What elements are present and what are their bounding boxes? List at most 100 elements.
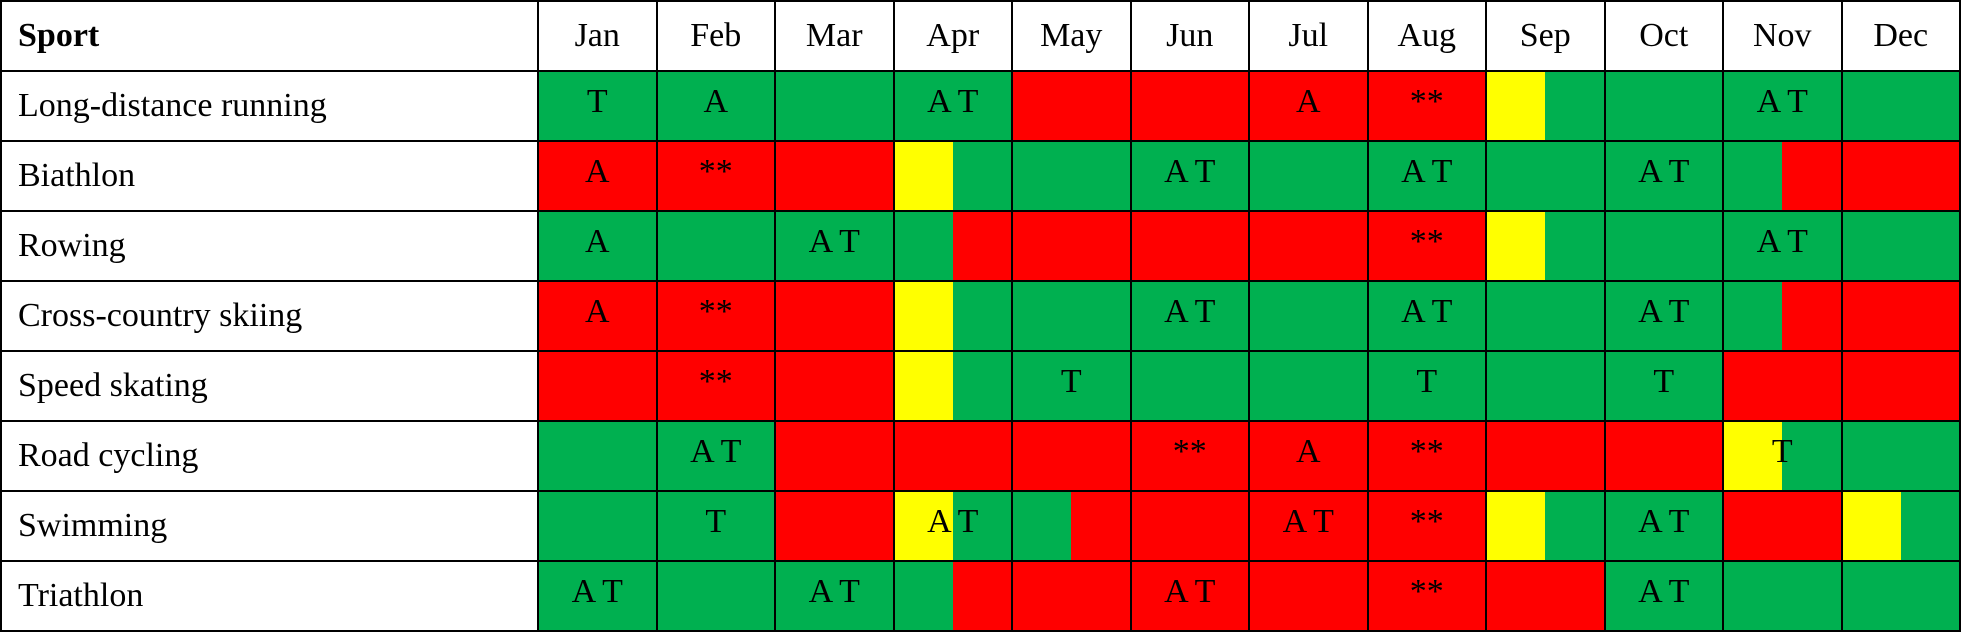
cell-label: T [705,503,727,540]
cell-fill [1842,562,1959,630]
cell-label: T [1060,363,1082,400]
cell-fill [1131,492,1248,560]
cell-fill [1782,282,1841,350]
cell-fill [1545,72,1604,140]
cell-fill [1368,212,1485,280]
cell-fill [1842,422,1959,490]
column-header: Jan [539,2,656,70]
cell-fill [1013,562,1130,630]
month-cell: A T [1605,492,1722,560]
cell-fill [1131,352,1248,420]
cell-label: A T [1401,293,1453,330]
cell-fill [776,142,893,210]
cell-fill [1071,492,1130,560]
month-cell: ** [1368,422,1485,490]
cell-fill [1782,142,1841,210]
cell-label: A [703,83,729,120]
month-cell: A T [1131,282,1248,350]
month-cell [894,282,1011,350]
month-cell: A T [1250,492,1367,560]
month-cell [1250,282,1367,350]
cell-fill [657,282,774,350]
month-cell [1013,282,1130,350]
cell-fill [1605,562,1722,630]
month-cell [1131,72,1248,140]
column-header: Sport [2,2,537,70]
cell-label: A [1295,83,1321,120]
cell-label: A [1295,433,1321,470]
cell-label: A T [1164,573,1216,610]
cell-fill [952,212,1011,280]
cell-fill [657,492,774,560]
month-cell: A T [1724,72,1841,140]
month-cell [1842,562,1959,630]
cell-label: A [584,153,610,190]
month-cell [1605,72,1722,140]
month-cell [1013,212,1130,280]
cell-label: A T [1401,153,1453,190]
cell-fill [1013,422,1130,490]
month-cell [1842,352,1959,420]
cell-fill [1250,562,1367,630]
cell-fill [1131,282,1248,350]
month-cell [1842,212,1959,280]
cell-label: A T [571,573,623,610]
cell-fill [1724,142,1783,210]
cell-fill [1724,492,1841,560]
cell-fill [1487,72,1546,140]
cell-fill [776,492,893,560]
month-cell: A T [657,422,774,490]
month-cell [1487,422,1604,490]
cell-label: ** [698,293,733,330]
month-cell: A T [776,562,893,630]
month-cell [657,212,774,280]
cell-fill [1724,422,1783,490]
month-cell: T [1013,352,1130,420]
cell-fill [1605,282,1722,350]
cell-fill [1368,352,1485,420]
month-cell [1487,562,1604,630]
cell-fill [1842,492,1901,560]
month-cell [776,422,893,490]
month-cell: ** [657,282,774,350]
column-header: Oct [1605,2,1722,70]
cell-fill [1250,422,1367,490]
month-cell [1487,352,1604,420]
cell-label: A T [1164,293,1216,330]
month-cell: A [539,212,656,280]
month-cell: A T [1368,142,1485,210]
month-cell [1013,142,1130,210]
month-cell [1131,352,1248,420]
month-cell: A T [894,72,1011,140]
month-cell: T [657,492,774,560]
cell-fill [1724,72,1841,140]
month-cell [1013,72,1130,140]
cell-label: ** [1409,433,1444,470]
month-cell: A T [776,212,893,280]
sport-name: Cross-country skiing [2,282,537,350]
month-cell [657,562,774,630]
month-cell [1605,422,1722,490]
column-header: Feb [657,2,774,70]
cell-fill [539,352,656,420]
cell-fill [1487,422,1604,490]
cell-fill [1842,212,1959,280]
cell-fill [1842,352,1959,420]
cell-fill [1842,72,1959,140]
cell-fill [539,422,656,490]
cell-fill [894,422,1011,490]
cell-fill [1250,352,1367,420]
cell-fill [952,282,1011,350]
month-cell [1605,212,1722,280]
month-cell [539,352,656,420]
sport-name: Long-distance running [2,72,537,140]
cell-fill [539,562,656,630]
cell-label: A T [808,223,860,260]
month-cell [1842,422,1959,490]
month-cell [1724,492,1841,560]
cell-fill [776,212,893,280]
cell-label: T [586,83,608,120]
cell-fill [539,282,656,350]
cell-fill [1724,562,1841,630]
